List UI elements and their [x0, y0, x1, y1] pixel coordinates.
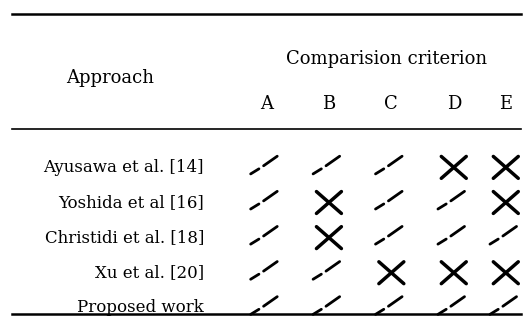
- Text: D: D: [447, 95, 461, 113]
- Text: Proposed work: Proposed work: [77, 299, 204, 316]
- Text: Christidi et al. [18]: Christidi et al. [18]: [45, 229, 204, 246]
- Text: Xu et al. [20]: Xu et al. [20]: [95, 264, 204, 281]
- Text: Comparision criterion: Comparision criterion: [286, 50, 487, 68]
- Text: Ayusawa et al. [14]: Ayusawa et al. [14]: [44, 159, 204, 176]
- Text: B: B: [322, 95, 336, 113]
- Text: E: E: [499, 95, 512, 113]
- Text: C: C: [384, 95, 398, 113]
- Text: A: A: [260, 95, 273, 113]
- Text: Yoshida et al [16]: Yoshida et al [16]: [58, 194, 204, 211]
- Text: Approach: Approach: [67, 69, 154, 87]
